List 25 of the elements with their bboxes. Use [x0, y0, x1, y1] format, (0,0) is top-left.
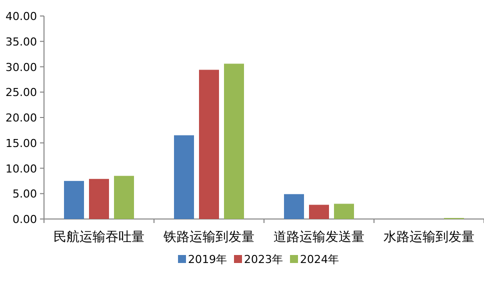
y-tick-label: 35.00	[6, 35, 37, 48]
x-tick-label: 铁路运输到发量	[162, 230, 254, 245]
x-tick-label: 民航运输吞吐量	[54, 230, 144, 245]
y-tick-label: 0.00	[12, 213, 37, 226]
y-tick-label: 40.00	[6, 10, 37, 23]
legend-label: 2019年	[188, 253, 227, 266]
bar	[224, 64, 244, 219]
bar	[174, 135, 194, 219]
legend-label: 2024年	[300, 253, 339, 266]
y-tick-label: 30.00	[6, 60, 37, 74]
y-tick-label: 15.00	[6, 136, 37, 150]
legend-label: 2023年	[244, 253, 283, 266]
x-tick-label: 水路运输到发量	[384, 230, 474, 245]
bar	[89, 178, 109, 219]
bar	[334, 204, 354, 219]
y-tick-label: 20.00	[6, 112, 37, 124]
y-tick-label: 25.00	[6, 86, 37, 100]
bar	[284, 194, 304, 219]
y-tick-label: 5.00	[12, 188, 37, 201]
bar	[114, 176, 134, 219]
bar	[199, 70, 219, 219]
y-tick-label: 10.00	[6, 162, 37, 176]
bar	[309, 204, 329, 219]
x-tick-label: 道路运输发送量	[274, 230, 364, 245]
bar	[64, 180, 84, 219]
